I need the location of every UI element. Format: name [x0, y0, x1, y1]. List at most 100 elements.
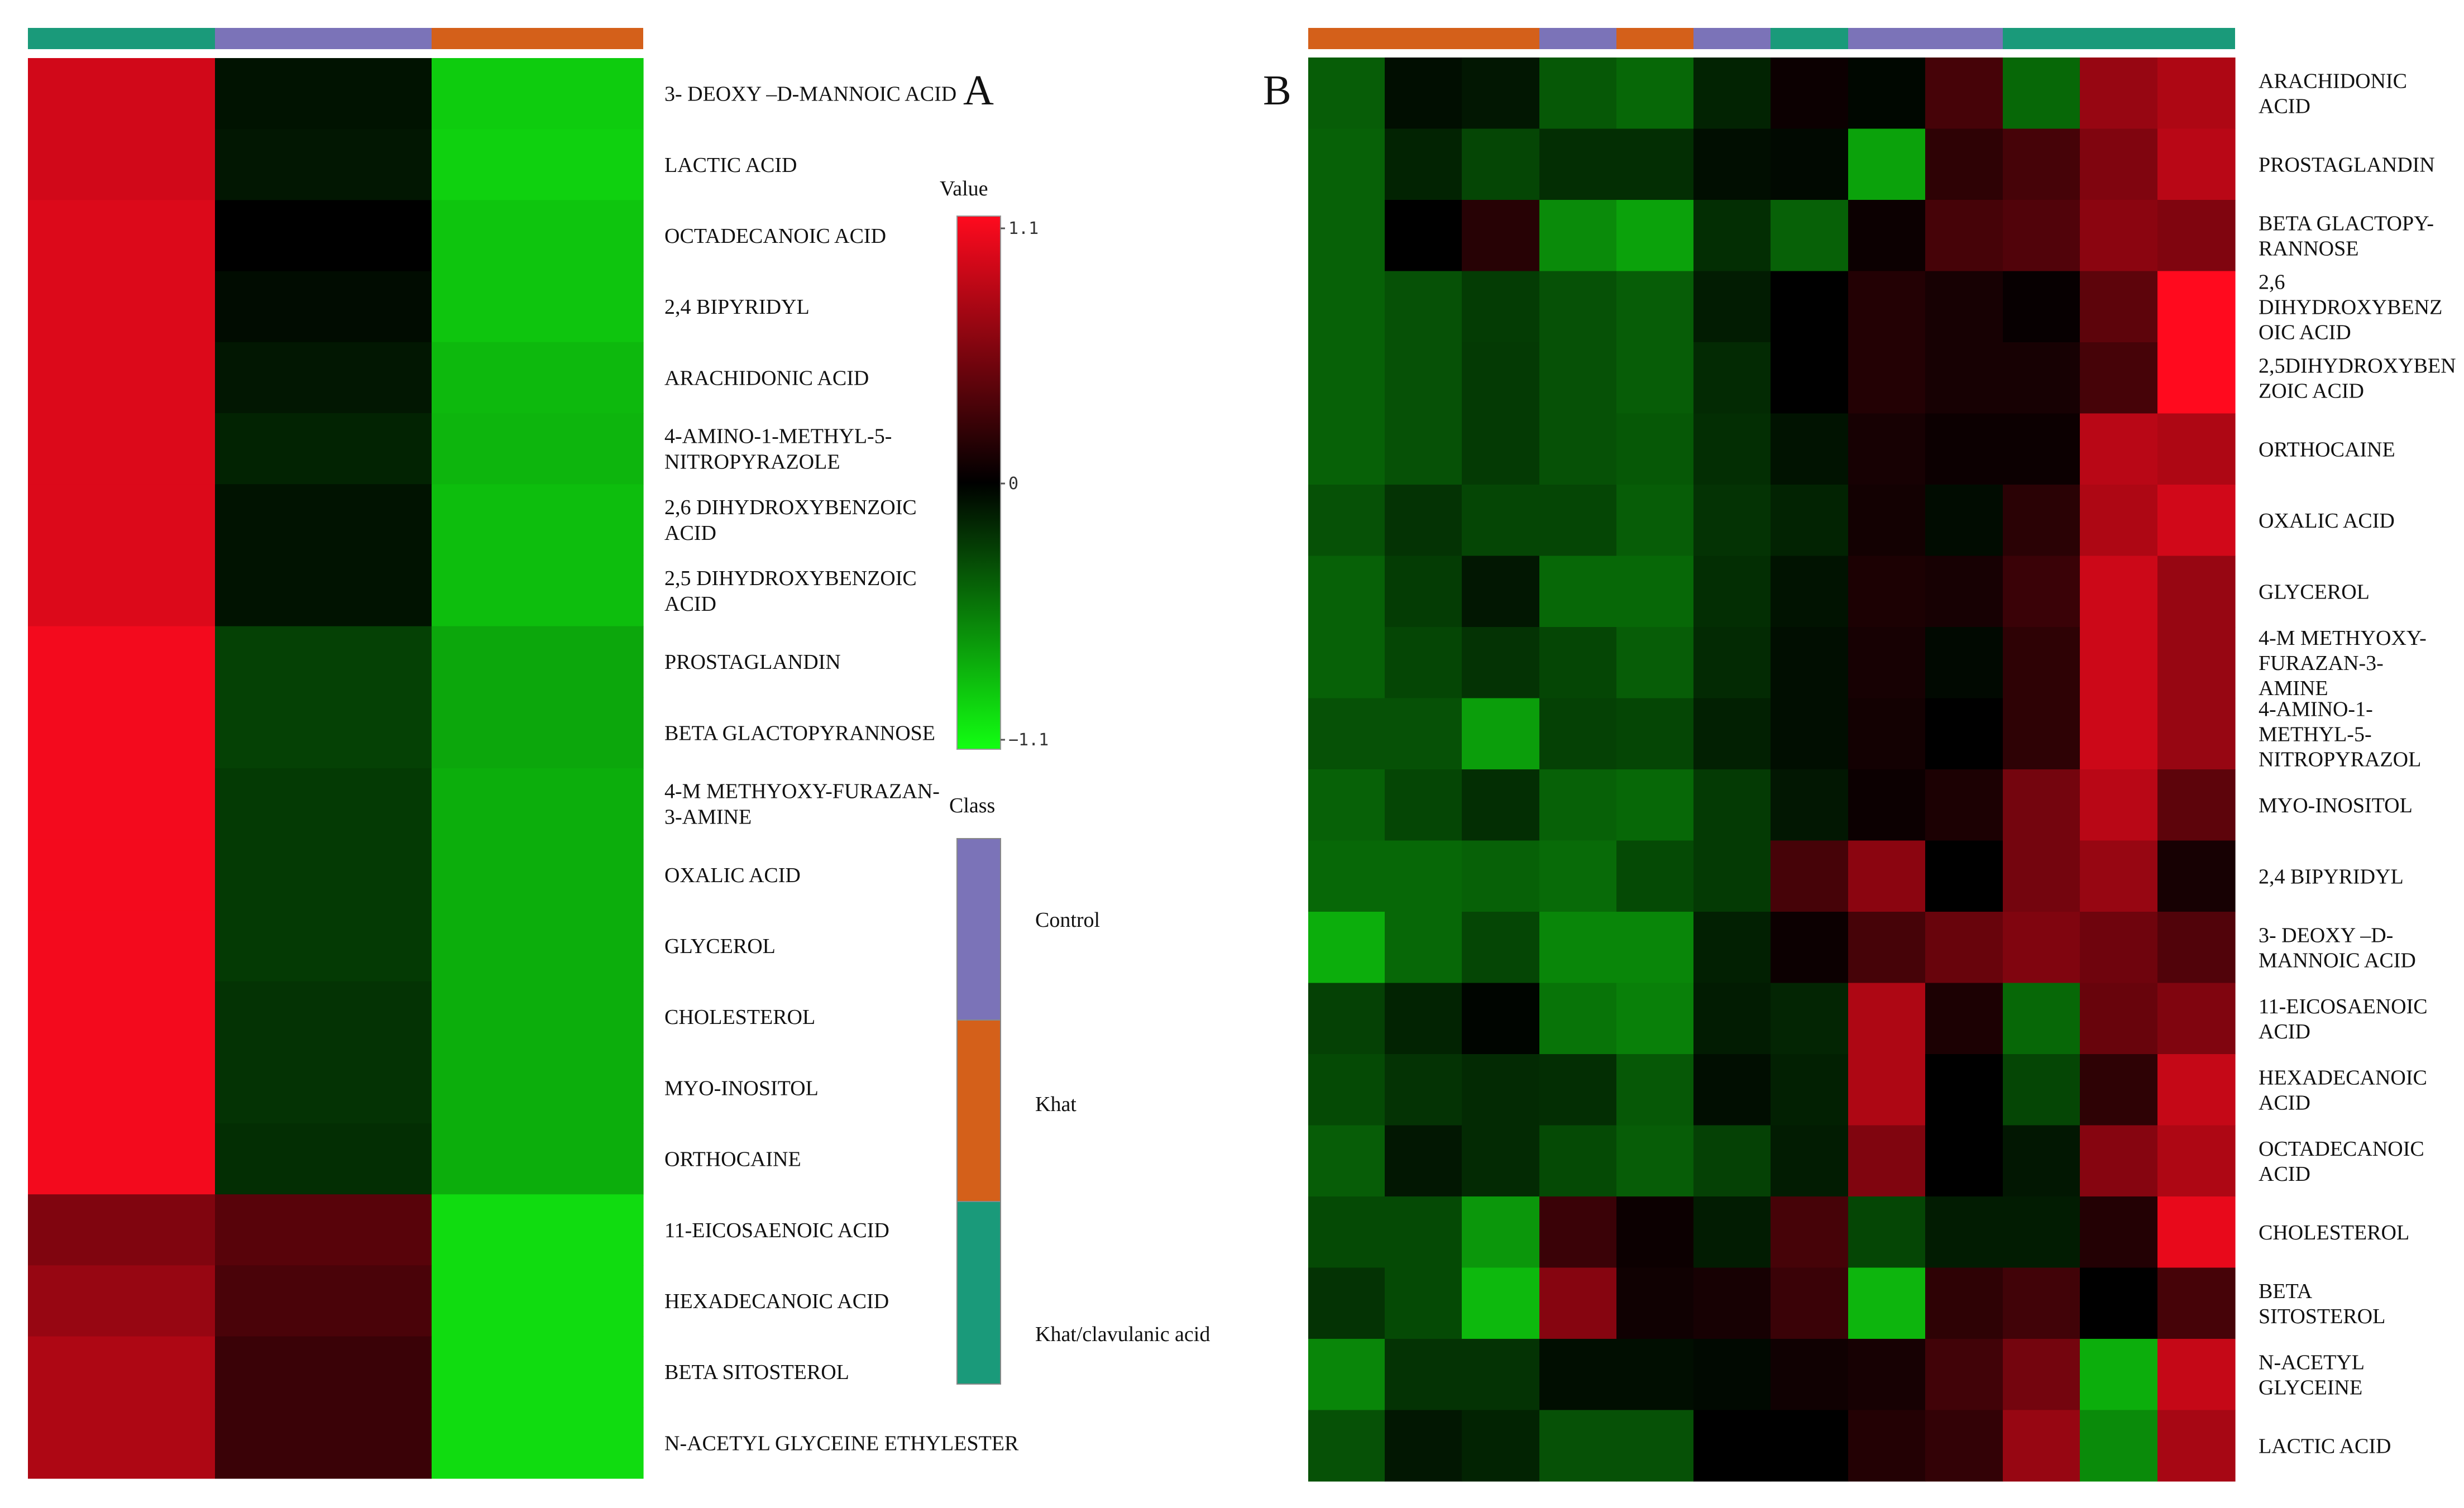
heatmap-cell [28, 1336, 216, 1408]
heatmap-cell [28, 342, 216, 414]
heatmap-cell [1539, 912, 1617, 984]
heatmap-cell [1771, 556, 1849, 628]
heatmap-cell [1308, 627, 1385, 699]
heatmap-cell [1925, 485, 2003, 557]
heatmap-cell [1308, 1196, 1385, 1268]
heatmap-cell [1539, 271, 1617, 343]
heatmap-cell [1308, 912, 1385, 984]
heatmap-cell [1771, 342, 1849, 414]
heatmap-cell [1462, 413, 1540, 485]
heatmap-cell [2003, 1267, 2080, 1339]
heatmap-cell [1462, 58, 1540, 130]
heatmap-cell [1848, 983, 1926, 1055]
heatmap-cell [1616, 1125, 1694, 1197]
heatmap-cell [1462, 912, 1540, 984]
heatmap-cell [1848, 1339, 1926, 1411]
heatmap-cell [1848, 698, 1926, 770]
row-label: RANNOSE [2259, 237, 2358, 260]
heatmap-cell [432, 1265, 644, 1337]
row-label: 2,6 [2259, 270, 2285, 294]
heatmap-cell [28, 129, 216, 200]
heatmap-cell [1693, 627, 1771, 699]
heatmap-cell [432, 1336, 644, 1408]
heatmap-cell [2157, 1054, 2236, 1126]
row-label: ORTHOCAINE [2259, 438, 2395, 461]
heatmap-cell [1925, 769, 2003, 841]
row-label: AMINE [2259, 677, 2328, 700]
heatmap-cell [1693, 1125, 1771, 1197]
heatmap-cell [1462, 342, 1540, 414]
row-label: ACID [2259, 94, 2310, 118]
heatmap-cell [1385, 1054, 1462, 1126]
heatmap-cell [1616, 1267, 1694, 1339]
heatmap-cell [432, 1407, 644, 1479]
heatmap-cell [1616, 1196, 1694, 1268]
heatmap-cell [1308, 485, 1385, 557]
heatmap-cell [1848, 1410, 1926, 1482]
heatmap-cell [215, 129, 432, 200]
heatmap-cell [2157, 627, 2236, 699]
row-label: LACTIC ACID [2259, 1434, 2391, 1458]
heatmap-cell [1925, 556, 2003, 628]
heatmap-cell [1848, 485, 1926, 557]
row-label: ACID [2259, 1020, 2310, 1043]
heatmap-cell [1385, 271, 1462, 343]
heatmap-cell [1308, 556, 1385, 628]
heatmap-cell [2003, 912, 2080, 984]
heatmap-cell [1771, 698, 1849, 770]
heatmap-cell [2080, 1054, 2158, 1126]
class-bar-segment [1385, 28, 1462, 49]
heatmap-cell [1693, 1267, 1771, 1339]
heatmap-cell [2157, 912, 2236, 984]
class-swatch-khat [956, 1019, 1001, 1202]
heatmap-cell [1925, 58, 2003, 130]
heatmap-cell [215, 271, 432, 343]
row-label: PROSTAGLANDIN [2259, 153, 2435, 176]
heatmap-cell [1848, 413, 1926, 485]
heatmap-cell [1616, 58, 1694, 130]
class-legend: Class Control Khat Khat/clavulanic acid [949, 794, 1210, 1385]
heatmap-cell [1925, 200, 2003, 272]
row-label: OXALIC ACID [2259, 509, 2395, 533]
heatmap-cell [2157, 1267, 2236, 1339]
row-label: ARACHIDONIC ACID [664, 366, 869, 390]
heatmap-cell [2080, 556, 2158, 628]
heatmap-cell [2003, 983, 2080, 1055]
heatmap-cell [2080, 413, 2158, 485]
heatmap-cell [28, 58, 216, 130]
heatmap-cell [1848, 556, 1926, 628]
heatmap-cell [1539, 1196, 1617, 1268]
heatmap-cell [1925, 1410, 2003, 1482]
heatmap-cell [2080, 627, 2158, 699]
heatmap-cell [2080, 1125, 2158, 1197]
heatmap-cell [1693, 1339, 1771, 1411]
row-label: CHOLESTEROL [664, 1006, 815, 1029]
heatmap-cell [28, 910, 216, 982]
class-bar-segment [1462, 28, 1539, 49]
row-label: ORTHOCAINE [664, 1148, 801, 1171]
heatmap-cell [1925, 912, 2003, 984]
heatmap-cell [1616, 200, 1694, 272]
row-label: 2,6 DIHYDROXYBENZOIC [664, 496, 917, 519]
class-label-control: Control [1035, 908, 1100, 932]
heatmap-cell [1539, 840, 1617, 912]
heatmap-cell [1771, 1125, 1849, 1197]
heatmap-cell [28, 839, 216, 911]
class-bar-segment [1308, 28, 1385, 49]
row-label: ACID [2259, 1162, 2310, 1186]
heatmap-cell [1308, 769, 1385, 841]
heatmap-cell [1385, 840, 1462, 912]
heatmap-cell [1693, 342, 1771, 414]
heatmap-cell [2080, 1267, 2158, 1339]
row-label: FURAZAN-3- [2259, 652, 2384, 675]
class-label-khat: Khat [1035, 1093, 1076, 1116]
heatmap-cell [215, 1336, 432, 1408]
heatmap-cell [1925, 1267, 2003, 1339]
heatmap-cell [2080, 1196, 2158, 1268]
heatmap-cell [1539, 342, 1617, 414]
heatmap-cell [1616, 769, 1694, 841]
heatmap-cell [1848, 627, 1926, 699]
heatmap-cell [1539, 58, 1617, 130]
row-label: 4-AMINO-1-METHYL-5- [664, 425, 892, 448]
heatmap-cell [1771, 1054, 1849, 1126]
